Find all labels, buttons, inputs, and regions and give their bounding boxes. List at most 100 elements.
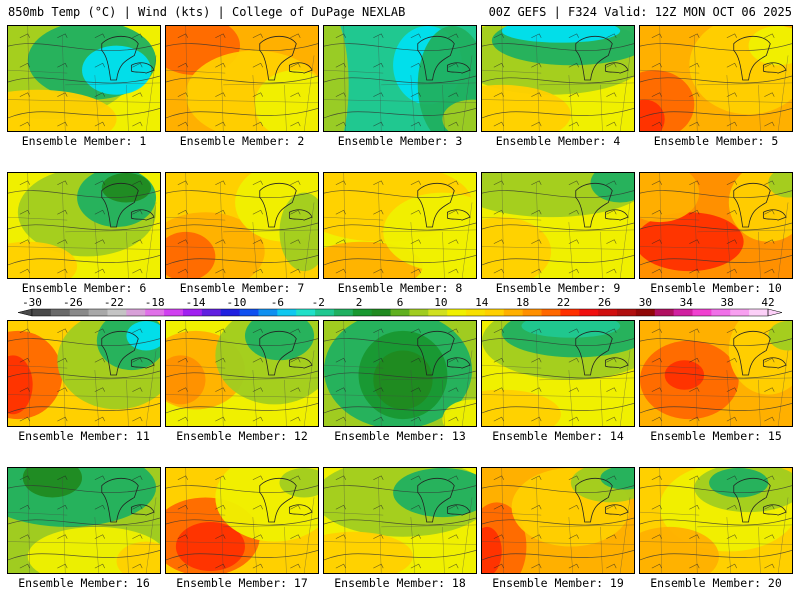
wind-barb [764, 62, 775, 68]
great-lakes-outline [733, 35, 787, 81]
wind-barb [448, 357, 459, 363]
model-run-info: 00Z GEFS | F324 Valid: 12Z MON OCT 06 20… [488, 5, 792, 19]
wind-barb [726, 534, 737, 539]
colorbar-swatch [50, 309, 71, 316]
wind-barb [94, 180, 105, 186]
colorbar-swatch [201, 309, 222, 316]
ensemble-member-map [7, 172, 161, 279]
temperature-region [521, 321, 621, 338]
wind-barb [410, 92, 421, 97]
temperature-field [640, 173, 792, 278]
wind-barb [335, 92, 346, 97]
colorbar-swatch [390, 309, 410, 316]
wind-barb [531, 239, 542, 244]
wind-barb [94, 92, 105, 97]
wind-barb [57, 563, 68, 569]
wind-barb [94, 534, 105, 539]
state-border [777, 202, 789, 278]
wind-barb [531, 268, 542, 274]
colorbar-swatch [296, 309, 316, 316]
colorbar-tick-label: -30 [22, 296, 42, 309]
state-border [501, 173, 504, 278]
state-border [27, 173, 30, 278]
colorbar-swatch [277, 309, 297, 316]
wind-barb [689, 504, 700, 510]
ensemble-member-label: Ensemble Member: 7 [179, 281, 305, 295]
height-contour [482, 370, 634, 379]
wind-barb [410, 209, 421, 215]
wind-barb [764, 209, 775, 215]
temperature-region [166, 355, 206, 405]
wind-barb [94, 328, 105, 334]
height-contour [166, 75, 318, 84]
wind-barb [726, 121, 737, 127]
great-lakes-outline [101, 182, 155, 228]
wind-barb [132, 121, 143, 127]
temperature-field [640, 26, 792, 131]
state-border [324, 364, 384, 369]
temperature-region [324, 26, 349, 131]
wind-barb [19, 268, 30, 274]
state-border [600, 379, 603, 426]
wind-barb [493, 328, 504, 334]
wind-barb [764, 504, 775, 510]
height-contour [8, 107, 160, 119]
colorbar-swatch [145, 309, 165, 316]
wind-barb [177, 328, 188, 334]
temperature-field [324, 26, 476, 131]
state-border [442, 526, 445, 573]
height-contour [166, 107, 318, 119]
ensemble-member-label: Ensemble Member: 16 [18, 576, 150, 590]
temperature-field [166, 468, 318, 573]
temperature-region [373, 350, 433, 410]
wind-barb [215, 504, 226, 510]
state-border [568, 222, 574, 278]
wind-barb [531, 416, 542, 422]
wind-barb [19, 62, 30, 68]
height-contour [166, 222, 318, 231]
wind-barb [448, 534, 459, 539]
wind-barb [493, 180, 504, 186]
wind-barb [290, 357, 301, 363]
state-border [619, 350, 631, 426]
height-contour [166, 549, 318, 561]
height-contour [324, 338, 476, 346]
wind-barb [531, 534, 542, 539]
state-border [442, 231, 445, 278]
state-border [461, 350, 473, 426]
colorbar-swatch [182, 309, 203, 316]
height-contour [324, 517, 476, 526]
wind-barb [335, 239, 346, 244]
ensemble-member-map [323, 25, 477, 132]
great-lakes-outline [733, 477, 787, 523]
colorbar-swatch [88, 309, 108, 316]
height-contour [324, 549, 476, 561]
temperature-region [22, 468, 83, 498]
state-border [145, 55, 157, 131]
height-contour [8, 338, 160, 346]
wind-barb [410, 180, 421, 186]
wind-barb [94, 121, 105, 127]
state-border [640, 69, 700, 74]
wind-barb [373, 121, 384, 127]
wind-barb [568, 92, 579, 97]
wind-barb [448, 92, 459, 97]
height-contour [640, 254, 792, 266]
state-border [501, 321, 504, 426]
wind-barb [531, 209, 542, 215]
wind-barb [132, 387, 143, 392]
state-border [185, 173, 188, 278]
state-border [62, 330, 66, 426]
wind-barb [177, 239, 188, 244]
wind-barb [689, 534, 700, 539]
wind-barb [764, 416, 775, 422]
wind-barb [651, 504, 662, 510]
wind-barb [290, 33, 301, 39]
wind-barb [215, 121, 226, 127]
state-border [303, 497, 315, 573]
ensemble-member-map [323, 320, 477, 427]
wind-barb [57, 534, 68, 539]
state-border [303, 202, 315, 278]
state-border [777, 350, 789, 426]
colorbar-tick-label: 30 [639, 296, 652, 309]
